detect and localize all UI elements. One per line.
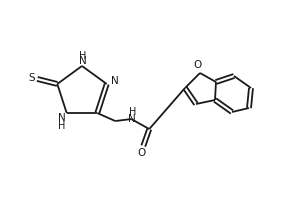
Text: H: H <box>58 121 65 131</box>
Text: N: N <box>58 113 66 123</box>
Text: S: S <box>28 73 34 83</box>
Text: O: O <box>137 148 146 158</box>
Text: N: N <box>79 56 87 66</box>
Text: N: N <box>111 76 118 86</box>
Text: H: H <box>79 51 87 61</box>
Text: N: N <box>128 114 136 124</box>
Text: O: O <box>194 60 202 70</box>
Text: H: H <box>129 107 136 117</box>
